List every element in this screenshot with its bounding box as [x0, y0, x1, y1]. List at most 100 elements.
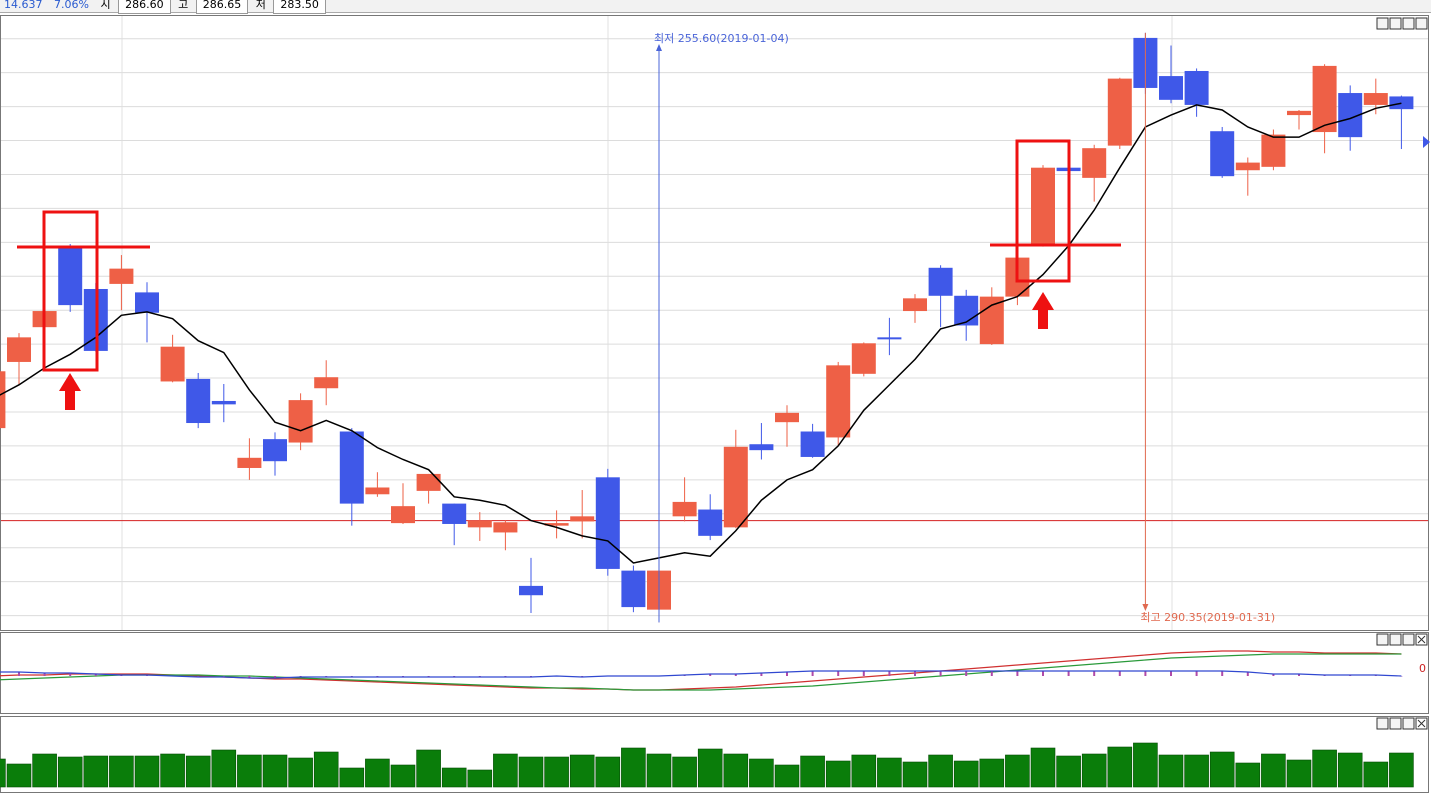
button[interactable] — [1415, 633, 1428, 646]
candle-body — [211, 400, 236, 405]
indicator-line — [0, 670, 1402, 679]
oscillator-bar — [248, 676, 251, 678]
toolbar-field: 283.50 — [273, 0, 326, 14]
button[interactable] — [1376, 633, 1389, 646]
oscillator-bar — [811, 671, 814, 676]
candle-body — [493, 522, 518, 533]
volume-bar — [1005, 754, 1030, 788]
button[interactable] — [1415, 717, 1428, 730]
candle-body — [672, 501, 697, 517]
button[interactable] — [1376, 717, 1389, 730]
volume-bar — [416, 749, 441, 788]
volume-bar — [185, 755, 211, 788]
candle-body — [416, 473, 441, 491]
high-label: 최고 290.35(2019-01-31) — [1140, 611, 1275, 624]
volume-bar — [288, 757, 313, 788]
toolbar-label: 고 — [178, 0, 189, 11]
candle-body — [1261, 134, 1286, 167]
button[interactable] — [1415, 17, 1428, 30]
oscillator-bar — [1144, 671, 1147, 676]
candle-body — [7, 337, 31, 362]
button[interactable] — [1389, 717, 1402, 730]
low-arrow — [656, 44, 662, 51]
button[interactable] — [1376, 17, 1389, 30]
oscillator-bar — [94, 674, 97, 676]
month-dividers — [121, 16, 1173, 630]
volume-bar — [646, 753, 672, 788]
candle-body — [1210, 131, 1235, 177]
candle-body — [1363, 93, 1388, 105]
volume-bar — [544, 756, 569, 788]
volume-panel — [0, 716, 1429, 793]
candle-body — [314, 377, 339, 389]
volume-bar — [672, 756, 697, 788]
candle-body — [851, 343, 876, 374]
volume-bar — [134, 755, 160, 788]
close-icon — [1417, 719, 1426, 728]
candle-body — [263, 439, 287, 462]
volume-bar — [1030, 747, 1056, 788]
price-panel — [0, 15, 1429, 631]
button[interactable] — [1402, 17, 1415, 30]
close-icon — [1417, 635, 1426, 644]
volume-bar — [390, 764, 416, 788]
drawings — [17, 139, 1121, 410]
volume-bar — [979, 758, 1005, 788]
candle-body — [135, 292, 159, 313]
oscillator-bar — [1118, 671, 1121, 676]
button[interactable] — [1402, 717, 1415, 730]
volume-bar — [57, 756, 83, 788]
volume-bar — [1235, 762, 1261, 788]
volume-bar — [493, 753, 518, 788]
button[interactable] — [1389, 633, 1402, 646]
toolbar-value: 7.06% — [54, 0, 89, 11]
oscillator-bar — [760, 673, 763, 676]
volume-bar — [1107, 746, 1133, 788]
oscillator-bar — [862, 671, 865, 676]
volume-bar — [1337, 752, 1363, 788]
volume-bar — [518, 756, 544, 788]
volume-bar — [1184, 754, 1209, 788]
volume-bar — [1209, 751, 1235, 788]
toolbar-value: 14.637 — [4, 0, 43, 11]
candle-body — [1287, 110, 1311, 116]
up-arrow — [1032, 292, 1054, 329]
oscillator-bar — [1170, 671, 1172, 676]
button[interactable] — [1389, 17, 1402, 30]
candle-body — [288, 400, 313, 443]
candle-body — [1389, 96, 1414, 110]
volume-bar — [467, 769, 493, 788]
candle-body — [903, 298, 927, 312]
oscillator-bar — [1298, 674, 1300, 676]
candle-body — [1031, 167, 1055, 245]
candle-body — [979, 296, 1004, 345]
oscillator-bar — [274, 676, 276, 678]
volume-bar — [1389, 752, 1414, 788]
oscillator-bar — [69, 673, 72, 676]
volume-bar — [211, 749, 237, 788]
candle-body — [775, 412, 799, 423]
volume-bar — [32, 753, 57, 788]
volume-bar — [441, 767, 467, 788]
button[interactable] — [1402, 633, 1415, 646]
candle-body — [621, 570, 646, 608]
candle-body — [160, 346, 185, 382]
volume-bar — [1312, 749, 1337, 788]
volume-bar — [339, 767, 365, 788]
oscillator-bar — [1093, 671, 1096, 676]
oscillator-bar — [990, 671, 993, 676]
oscillator-bar — [1221, 671, 1224, 676]
candle-body — [800, 431, 825, 457]
oscillator-bar — [1067, 671, 1070, 676]
oscillator-bar — [1195, 671, 1198, 676]
volume-bar — [83, 755, 109, 788]
candle-body — [442, 503, 467, 524]
candle-body — [877, 337, 902, 340]
oscillator-bar — [1016, 671, 1019, 676]
highlight-box — [1015, 139, 1071, 283]
volume-bar — [928, 754, 953, 788]
candle-body — [1107, 78, 1132, 146]
volume-bar — [877, 757, 902, 788]
oscillator-bar — [888, 671, 891, 676]
